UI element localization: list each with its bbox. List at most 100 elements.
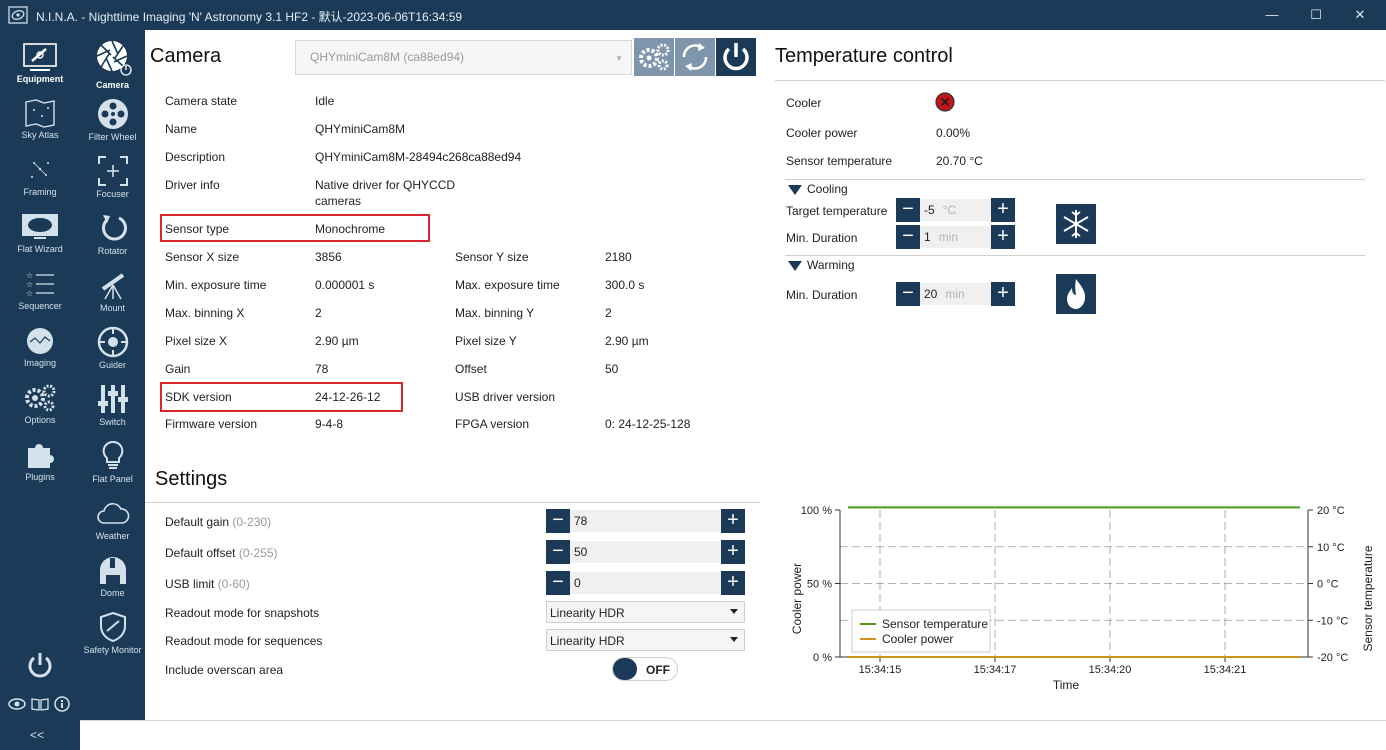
chevron-down-icon	[730, 609, 738, 614]
svg-text:☆: ☆	[26, 271, 33, 280]
cooler-toggle-button[interactable]	[935, 92, 955, 112]
readout-sequences-value: Linearity HDR	[550, 634, 625, 648]
default-offset-decrement-button[interactable]: −	[546, 540, 570, 564]
warming-duration-increment-button[interactable]: +	[991, 282, 1015, 306]
default-offset-input[interactable]: 50	[570, 541, 721, 563]
temperature-history-chart: 20 °C 10 °C 0 °C -10 °C -20 °C 15:34:15 15:34:…	[790, 505, 1375, 692]
readout-sequences-select[interactable]: Linearity HDR	[546, 629, 745, 651]
readout-snapshots-select[interactable]: Linearity HDR	[546, 601, 745, 623]
warming-expander[interactable]: Warming	[788, 258, 855, 272]
nav-sequencer-label: Sequencer	[18, 301, 62, 311]
warming-duration-input[interactable]: 20 min	[920, 283, 991, 305]
camera-settings-button[interactable]	[634, 38, 674, 76]
nav-filter-wheel[interactable]: Filter Wheel	[80, 98, 145, 142]
rotator-icon	[101, 215, 127, 241]
cooling-heading: Cooling	[807, 182, 848, 196]
imaging-icon	[27, 328, 53, 354]
temperature-divider	[775, 80, 1385, 81]
cooling-duration-input[interactable]: 1 min	[920, 226, 991, 248]
default-gain-increment-button[interactable]: +	[721, 509, 745, 533]
cooling-duration-decrement-button[interactable]: −	[896, 225, 920, 249]
warming-duration-decrement-button[interactable]: −	[896, 282, 920, 306]
y-tick-label: 0 %	[813, 652, 832, 664]
warming-duration-unit: min	[945, 287, 965, 301]
nav-plugins[interactable]: Plugins	[0, 440, 80, 482]
sdk-version-value: 24-12-26-12	[315, 390, 381, 404]
cooling-divider	[785, 179, 1365, 180]
usb-limit-decrement-button[interactable]: −	[546, 571, 570, 595]
collapse-nav-button[interactable]: <<	[30, 728, 45, 742]
default-gain-input[interactable]: 78	[570, 510, 721, 532]
start-cooling-button[interactable]	[1056, 204, 1096, 244]
legend-label: Sensor temperature	[882, 617, 988, 631]
camera-device-select[interactable]: QHYminiCam8M (ca88ed94) ▼	[295, 40, 632, 75]
focuser-icon	[97, 156, 128, 186]
sdk-version-label: SDK version	[165, 390, 232, 404]
nav-mount[interactable]: Mount	[80, 269, 145, 313]
info-icon[interactable]	[54, 696, 70, 712]
nav-flat-wizard-label: Flat Wizard	[17, 244, 63, 254]
minimize-button[interactable]: —	[1265, 7, 1279, 22]
weather-cloud-icon	[96, 503, 129, 524]
title-bar: N.I.N.A. - Nighttime Imaging 'N' Astrono…	[0, 0, 1386, 30]
toggle-knob	[613, 658, 637, 680]
default-offset-increment-button[interactable]: +	[721, 540, 745, 564]
maximize-button[interactable]: ☐	[1310, 7, 1322, 22]
refresh-devices-button[interactable]	[675, 38, 715, 76]
driver-info-value-line1: Native driver for QHYCCD	[315, 178, 456, 192]
sensor-temperature-value: 20.70 °C	[936, 154, 983, 168]
power-exit-icon[interactable]	[26, 650, 54, 680]
nav-equipment[interactable]: Equipment	[0, 42, 80, 84]
status-bar	[80, 720, 1386, 750]
start-warming-button[interactable]	[1056, 274, 1096, 314]
target-temperature-input[interactable]: -5 °C	[920, 199, 991, 221]
overscan-toggle[interactable]: OFF	[612, 657, 678, 681]
disconnect-camera-button[interactable]	[716, 38, 756, 76]
pixel-size-y-value: 2.90 µm	[605, 334, 649, 348]
nav-safety-monitor[interactable]: Safety Monitor	[80, 611, 145, 655]
flat-panel-icon	[102, 440, 123, 469]
nav-flat-wizard[interactable]: Flat Wizard	[0, 212, 80, 254]
nav-rotator[interactable]: Rotator	[80, 212, 145, 256]
flat-wizard-icon	[22, 214, 58, 239]
cooler-off-icon	[935, 92, 955, 112]
cooling-duration-increment-button[interactable]: +	[991, 225, 1015, 249]
usb-limit-label: USB limit (0-60)	[165, 577, 250, 591]
default-offset-label: Default offset (0-255)	[165, 546, 278, 560]
nav-framing[interactable]: Framing	[0, 155, 80, 197]
nav-options[interactable]: Options	[0, 383, 80, 425]
nav-imaging[interactable]: Imaging	[0, 326, 80, 368]
nav-switch[interactable]: Switch	[80, 383, 145, 427]
nav-sequencer[interactable]: ☆ ☆ ☆ Sequencer	[0, 269, 80, 311]
driver-info-value-line2: cameras	[315, 194, 362, 208]
firmware-version-label: Firmware version	[165, 417, 258, 431]
close-window-button[interactable]: ✕	[1354, 7, 1366, 22]
target-temperature-increment-button[interactable]: +	[991, 198, 1015, 222]
target-temperature-decrement-button[interactable]: −	[896, 198, 920, 222]
book-manual-icon[interactable]	[31, 697, 49, 711]
nav-focuser[interactable]: Focuser	[80, 155, 145, 199]
overscan-label: Include overscan area	[165, 663, 284, 677]
usb-limit-increment-button[interactable]: +	[721, 571, 745, 595]
nav-guider[interactable]: Guider	[80, 326, 145, 370]
nav-weather-label: Weather	[95, 531, 130, 541]
nav-flat-panel[interactable]: Flat Panel	[80, 440, 145, 484]
cooling-expander[interactable]: Cooling	[788, 182, 848, 196]
eye-icon[interactable]	[8, 697, 26, 711]
readout-snapshots-value: Linearity HDR	[550, 606, 625, 620]
nav-dome[interactable]: Dome	[80, 554, 145, 598]
default-gain-label: Default gain (0-230)	[165, 515, 272, 529]
min-exposure-value: 0.000001 s	[315, 278, 375, 292]
flame-icon	[1067, 279, 1086, 309]
usb-limit-input[interactable]: 0	[570, 572, 721, 594]
warming-duration-value: 20	[924, 287, 938, 301]
y2-tick-label: -20 °C	[1317, 652, 1348, 664]
nav-camera[interactable]: Camera	[80, 40, 145, 90]
max-binning-x-label: Max. binning X	[165, 306, 245, 320]
offset-value: 50	[605, 362, 619, 376]
nav-sky-atlas[interactable]: Sky Atlas	[0, 98, 80, 140]
sensor-x-label: Sensor X size	[165, 250, 240, 264]
primary-navigation: Equipment Sky Atlas Framing Flat Wizard …	[0, 30, 80, 750]
nav-weather[interactable]: Weather	[80, 497, 145, 541]
default-gain-decrement-button[interactable]: −	[546, 509, 570, 533]
